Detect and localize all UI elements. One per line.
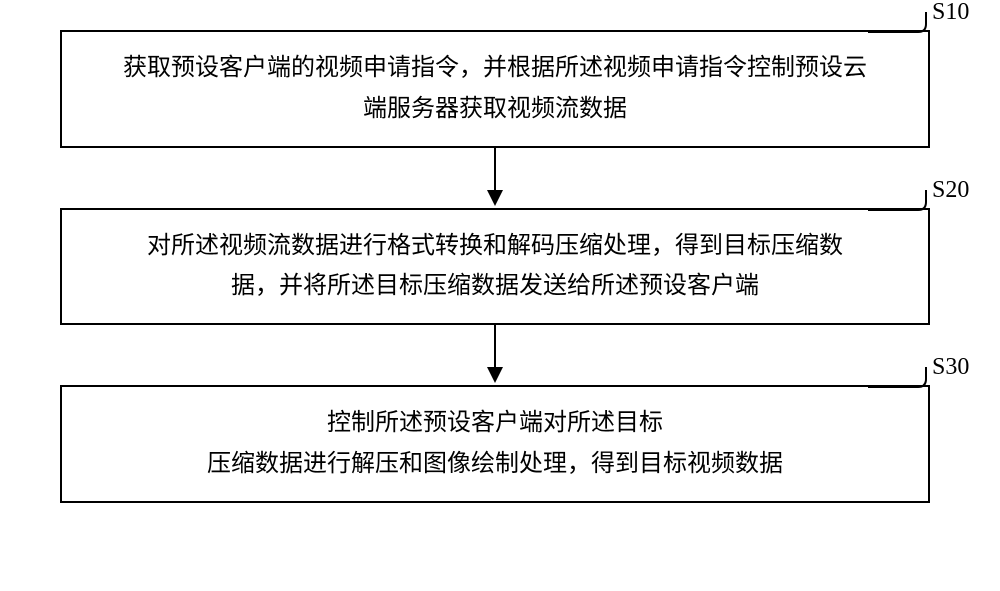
step-text-s20-line2: 据，并将所述目标压缩数据发送给所述预设客户端	[86, 266, 904, 307]
label-text-s20: S20	[932, 170, 969, 211]
connector-line-s30	[868, 359, 938, 389]
step-box-s30: S30 控制所述预设客户端对所述目标 压缩数据进行解压和图像绘制处理，得到目标视…	[60, 385, 930, 503]
flowchart-container: S10 获取预设客户端的视频申请指令，并根据所述视频申请指令控制预设云 端服务器…	[60, 30, 930, 503]
step-text-s10-line2: 端服务器获取视频流数据	[86, 89, 904, 130]
step-box-s10: S10 获取预设客户端的视频申请指令，并根据所述视频申请指令控制预设云 端服务器…	[60, 30, 930, 148]
step-text-s20-line1: 对所述视频流数据进行格式转换和解码压缩处理，得到目标压缩数	[86, 226, 904, 267]
label-text-s10: S10	[932, 0, 969, 33]
step-label-s30: S30	[868, 359, 938, 403]
arrow-s10-s20	[60, 148, 930, 208]
arrow-svg-2	[475, 325, 515, 385]
step-text-s10-line1: 获取预设客户端的视频申请指令，并根据所述视频申请指令控制预设云	[86, 48, 904, 89]
step-label-s20: S20	[868, 182, 938, 226]
arrow-s20-s30	[60, 325, 930, 385]
step-text-s30-line2: 压缩数据进行解压和图像绘制处理，得到目标视频数据	[86, 444, 904, 485]
label-text-s30: S30	[932, 347, 969, 388]
step-text-s30-line1: 控制所述预设客户端对所述目标	[86, 403, 904, 444]
connector-line-s10	[868, 4, 938, 34]
step-box-s20: S20 对所述视频流数据进行格式转换和解码压缩处理，得到目标压缩数 据，并将所述…	[60, 208, 930, 326]
arrow-svg-1	[475, 148, 515, 208]
connector-line-s20	[868, 182, 938, 212]
step-label-s10: S10	[868, 4, 938, 48]
